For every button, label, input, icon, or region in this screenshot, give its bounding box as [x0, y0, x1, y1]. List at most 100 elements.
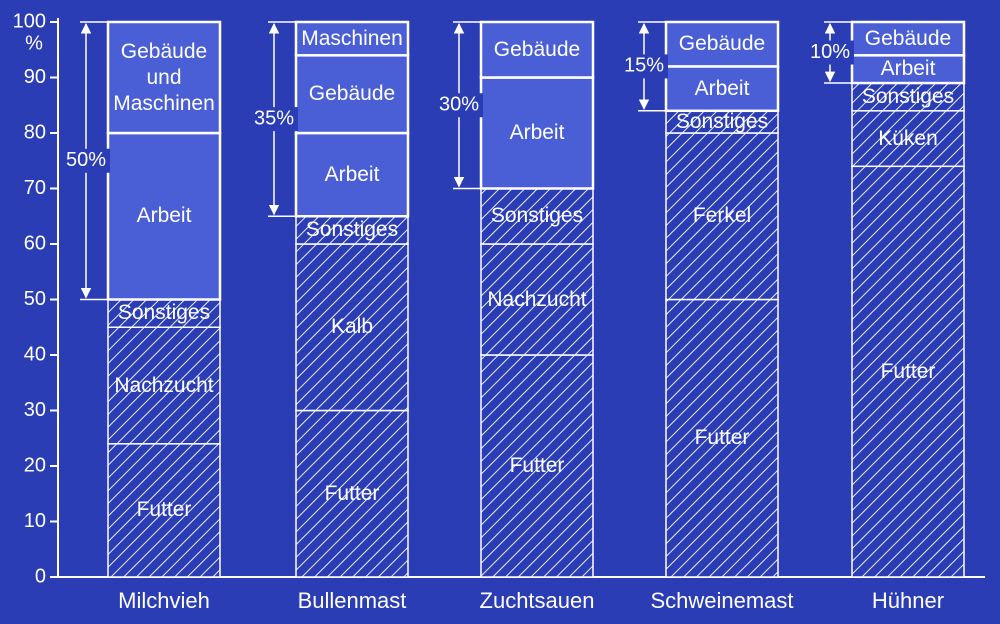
- segment-label-box: Arbeit: [880, 57, 936, 81]
- bar-segment: [106, 20, 222, 135]
- x-tick-label: Hühner: [872, 588, 944, 613]
- y-tick-label: 0: [35, 565, 46, 587]
- segment-label-box: Sonstiges: [861, 84, 955, 108]
- segment-label-box: Gebäude und Maschinen: [113, 39, 215, 115]
- bracket-label: 50%: [66, 149, 106, 171]
- bar-segment: [850, 20, 966, 57]
- segment-label-box: Futter: [324, 481, 380, 505]
- segment-label: Gebäude und Maschinen: [113, 39, 215, 115]
- segment-label-box: Gebäude: [493, 37, 581, 61]
- bar-segment: [294, 131, 410, 218]
- segment-label: Futter: [694, 426, 750, 450]
- bracket-label-bg: [250, 107, 298, 132]
- segment-label: Sonstiges: [305, 218, 399, 242]
- segment-label-box: Futter: [509, 454, 565, 477]
- segment-label: Maschinen: [301, 26, 403, 50]
- segment-label: Arbeit: [509, 121, 565, 144]
- segment-label: Kalb: [330, 315, 374, 339]
- bar-segment: [107, 298, 221, 328]
- segment-label-box: Nachzucht: [487, 287, 587, 311]
- x-tick-label: Zuchtsauen: [480, 588, 595, 613]
- segment-label-box: Arbeit: [324, 162, 380, 186]
- segment-label-box: Futter: [694, 426, 750, 450]
- bar-segment: [665, 132, 779, 301]
- y-tick-label: 70: [24, 177, 46, 199]
- segment-label-box: Gebäude: [864, 26, 952, 50]
- bar-segment: [294, 20, 410, 57]
- y-axis-label: %: [25, 32, 43, 54]
- bar-segment: [480, 187, 594, 245]
- bar-segment: [107, 326, 221, 445]
- bracket-label: 30%: [439, 94, 479, 116]
- y-tick-label: 100: [13, 10, 46, 32]
- segment-label: Gebäude: [308, 82, 396, 106]
- segment-label-box: Futter: [880, 359, 936, 383]
- segment-label: Sonstiges: [490, 204, 584, 228]
- segment-label-box: Sonstiges: [490, 204, 584, 228]
- segment-label: Futter: [880, 359, 936, 383]
- y-tick-label: 80: [24, 121, 46, 143]
- y-tick-label: 60: [24, 232, 46, 254]
- segment-label-box: Sonstiges: [117, 301, 211, 325]
- bar-segment: [851, 82, 965, 112]
- segment-label: Arbeit: [324, 162, 380, 186]
- y-tick-label: 20: [24, 454, 46, 476]
- segment-label-box: Sonstiges: [305, 218, 399, 242]
- segment-label: Futter: [136, 498, 192, 522]
- bar-segment: [295, 243, 409, 412]
- bracket-label-bg: [806, 40, 854, 65]
- segment-label-box: Arbeit: [137, 204, 192, 227]
- segment-label: Sonstiges: [861, 84, 955, 108]
- segment-label-box: Arbeit: [694, 76, 750, 100]
- bar-segment: [479, 20, 595, 79]
- segment-label: Sonstiges: [117, 301, 211, 325]
- bar-segment: [295, 409, 409, 578]
- segment-label-box: Futter: [136, 498, 192, 522]
- y-tick-label: 50: [24, 288, 46, 310]
- bar-segment: [480, 354, 594, 578]
- segment-label-box: Maschinen: [301, 26, 403, 50]
- segment-label: Küken: [878, 126, 938, 150]
- bar-segment: [480, 243, 594, 356]
- bracket-label: 15%: [624, 55, 664, 77]
- segment-label-box: Gebäude: [308, 82, 396, 106]
- x-tick-label: Milchvieh: [118, 588, 210, 613]
- segment-label-box: Küken: [878, 126, 938, 150]
- bracket-label: 10%: [810, 41, 850, 63]
- bracket-label-bg: [435, 93, 483, 118]
- segment-label: Gebäude: [678, 32, 766, 56]
- segment-label: Nachzucht: [114, 373, 214, 397]
- x-tick-label: Bullenmast: [298, 588, 407, 613]
- bar-segment: [664, 20, 780, 68]
- segment-label-box: Ferkel: [692, 204, 752, 228]
- segment-label: Gebäude: [864, 26, 952, 50]
- x-tick-label: Schweinemast: [650, 588, 793, 613]
- segment-label: Ferkel: [692, 204, 752, 228]
- y-tick-label: 90: [24, 66, 46, 88]
- segment-label: Futter: [324, 481, 380, 505]
- bracket-label: 35%: [254, 107, 294, 129]
- segment-label-box: Nachzucht: [114, 373, 214, 397]
- bracket-label-bg: [620, 54, 668, 79]
- segment-label-box: Arbeit: [509, 121, 565, 144]
- segment-label-box: Gebäude: [678, 32, 766, 56]
- y-tick-label: 40: [24, 343, 46, 365]
- segment-label: Arbeit: [880, 57, 936, 81]
- segment-label: Futter: [509, 454, 565, 477]
- segment-label-box: Sonstiges: [675, 109, 769, 133]
- segment-label: Nachzucht: [487, 287, 587, 311]
- segment-label: Arbeit: [694, 76, 750, 100]
- bar-segment: [106, 131, 222, 301]
- segment-label: Gebäude: [493, 37, 581, 61]
- segment-label-box: Kalb: [330, 315, 374, 339]
- y-tick-label: 10: [24, 510, 46, 532]
- bar-segment: [851, 165, 965, 578]
- bar-segment: [664, 65, 780, 113]
- y-tick-label: 30: [24, 399, 46, 421]
- bar-segment: [295, 215, 409, 245]
- bar-segment: [665, 298, 779, 578]
- bar-segment: [479, 76, 595, 190]
- segment-label: Sonstiges: [675, 109, 769, 133]
- bracket-label-bg: [62, 148, 110, 173]
